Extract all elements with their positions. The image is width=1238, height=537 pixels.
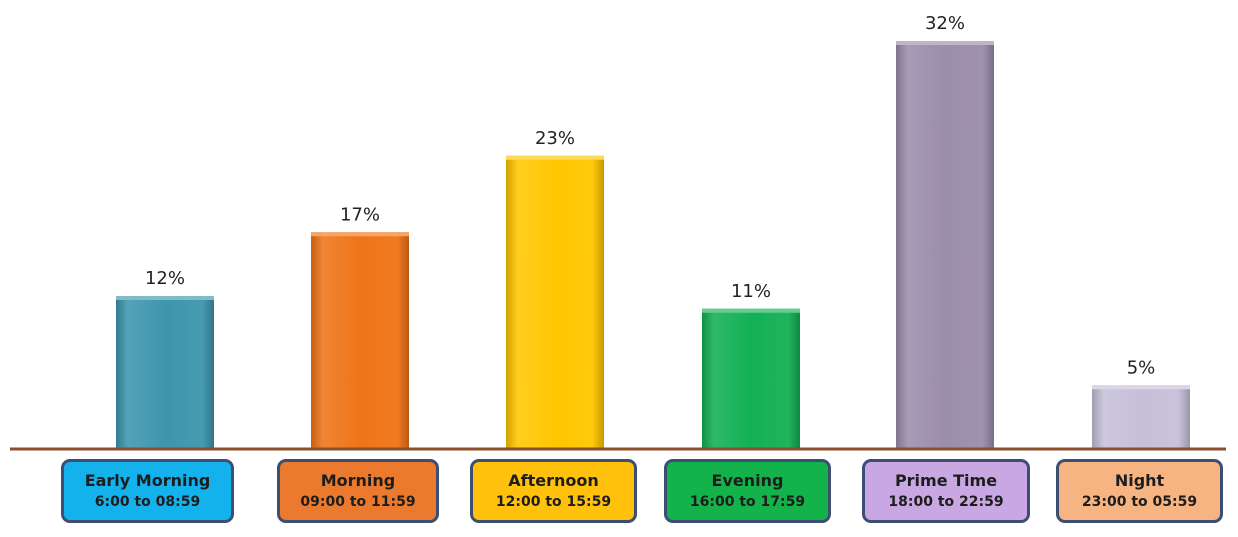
category-time-range: 23:00 to 05:59 <box>1081 494 1198 510</box>
category-name: Early Morning <box>84 471 211 490</box>
category-name: Evening <box>711 471 784 490</box>
bar-top-highlight <box>116 296 214 300</box>
bar-rect <box>1092 385 1190 449</box>
bar-prime-time <box>896 41 994 449</box>
category-time-range: 18:00 to 22:59 <box>888 494 1004 510</box>
value-label: 11% <box>731 281 771 302</box>
category-box-evening: Evening 16:00 to 17:59 <box>664 459 831 523</box>
category-box-night: Night 23:00 to 05:59 <box>1056 459 1223 523</box>
category-box-prime-time: Prime Time 18:00 to 22:59 <box>862 459 1030 523</box>
category-box-morning: Morning 09:00 to 11:59 <box>277 459 439 523</box>
bar-top-highlight <box>506 155 604 160</box>
bar-top-highlight <box>896 41 994 45</box>
bar-early-morning <box>116 296 214 449</box>
bar-morning <box>311 232 409 449</box>
category-time-range: 6:00 to 08:59 <box>94 494 201 510</box>
category-name: Prime Time <box>894 471 998 490</box>
bar-top-highlight <box>702 308 800 313</box>
value-labels-layer: 12% 17% 23% 11% 32% 5% <box>145 13 1155 378</box>
bar-rect <box>702 308 800 449</box>
category-name: Afternoon <box>508 471 599 490</box>
value-label: 5% <box>1127 357 1156 378</box>
bar-night <box>1092 385 1190 449</box>
value-label: 17% <box>340 204 380 225</box>
bar-rect <box>506 155 604 449</box>
value-label: 23% <box>535 128 575 149</box>
bar-afternoon <box>506 155 604 449</box>
value-label: 12% <box>145 268 185 289</box>
category-box-early-morning: Early Morning 6:00 to 08:59 <box>61 459 234 523</box>
bar-rect <box>311 232 409 449</box>
category-name: Night <box>1114 471 1165 490</box>
bar-top-highlight <box>1092 385 1190 390</box>
bars-layer <box>116 41 1190 449</box>
bar-evening <box>702 308 800 449</box>
category-name: Morning <box>320 471 396 490</box>
bar-rect <box>116 296 214 449</box>
category-time-range: 12:00 to 15:59 <box>495 494 612 510</box>
category-box-afternoon: Afternoon 12:00 to 15:59 <box>470 459 637 523</box>
category-time-range: 09:00 to 11:59 <box>300 494 416 510</box>
bar-rect <box>896 41 994 449</box>
category-time-range: 16:00 to 17:59 <box>689 494 806 510</box>
bar-top-highlight <box>311 232 409 237</box>
value-label: 32% <box>925 13 965 34</box>
